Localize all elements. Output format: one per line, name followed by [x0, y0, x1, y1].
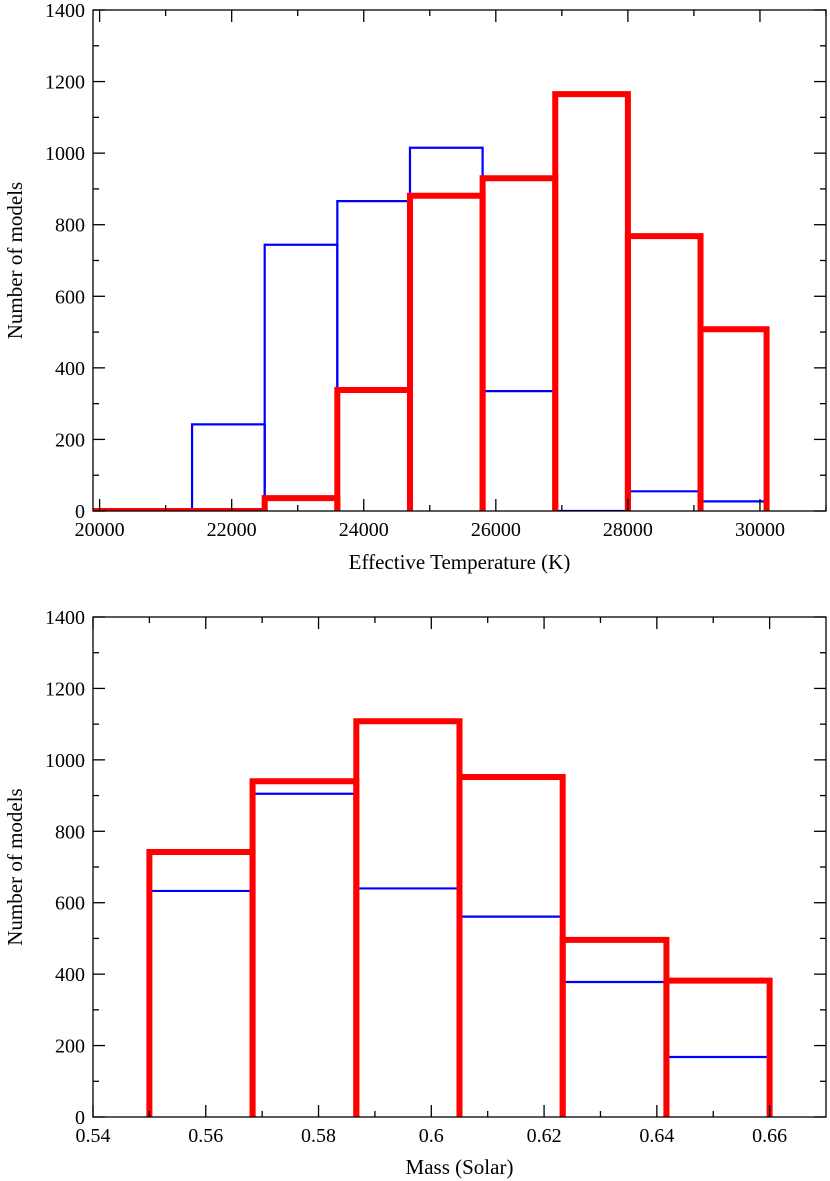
- x-tick-label: 30000: [735, 519, 785, 541]
- histogram-bar-red-4: [479, 175, 559, 511]
- mass-histogram-panel: 0.54 0.56 0.58 0.6 0.62 0.64 0.66 0 200 400 600 800…: [3, 607, 827, 1179]
- histogram-bar-red-7: [697, 326, 770, 511]
- histogram-bar-red-3: [456, 774, 566, 1117]
- histogram-bar-red-1: [249, 778, 360, 1117]
- histogram-bar-red-5: [552, 91, 631, 511]
- x-tick-label: 0.56: [188, 1125, 223, 1147]
- y-tick-label: 0: [75, 1107, 85, 1129]
- x-tick-label: 0.66: [752, 1125, 787, 1147]
- x-tick-label: 20000: [75, 519, 125, 541]
- histogram-bar-blue-7: [626, 490, 702, 511]
- x-tick-label: 0.58: [301, 1125, 336, 1147]
- histogram-bar-red-4: [559, 936, 670, 1117]
- x-tick-label: 0.6: [419, 1125, 444, 1147]
- histogram-bar-red-3: [406, 192, 486, 511]
- histogram-bar-red-2: [334, 387, 413, 511]
- histogram-bar-blue-8: [699, 500, 768, 511]
- y-tick-label: 600: [55, 286, 85, 308]
- y-axis-label: Number of models: [3, 788, 27, 945]
- histogram-bar-blue-1: [190, 423, 266, 511]
- histogram-bar-red-1: [261, 495, 341, 511]
- x-tick-label: 24000: [339, 519, 389, 541]
- x-axis-label: Effective Temperature (K): [349, 550, 571, 574]
- histogram-bar-red-6: [624, 233, 704, 511]
- y-tick-label: 400: [55, 964, 85, 986]
- x-tick-label: 0.62: [527, 1125, 562, 1147]
- y-tick-label: 1000: [45, 143, 85, 165]
- y-tick-label: 800: [55, 821, 85, 843]
- histogram-bar-blue-3: [458, 915, 564, 1117]
- histogram-bar-blue-2: [355, 887, 461, 1117]
- y-tick-label: 200: [55, 429, 85, 451]
- x-tick-label: 26000: [471, 519, 521, 541]
- y-tick-label: 1400: [45, 0, 85, 22]
- y-tick-label: 1200: [45, 72, 85, 94]
- x-tick-label: 28000: [603, 519, 653, 541]
- temperature-histogram-panel: 20000 22000 24000 26000 28000 30000 0 200 400 600…: [3, 0, 827, 574]
- histogram-bar-red-5: [663, 977, 773, 1117]
- y-tick-label: 0: [75, 501, 85, 523]
- y-tick-label: 1000: [45, 750, 85, 772]
- histogram-bar-blue-0: [148, 889, 254, 1117]
- x-tick-label: 22000: [207, 519, 257, 541]
- histogram-bar-blue-5: [665, 1055, 771, 1117]
- y-tick-label: 400: [55, 358, 85, 380]
- y-tick-label: 1400: [45, 607, 85, 629]
- histogram-bar-blue-5: [481, 390, 557, 511]
- y-tick-label: 1200: [45, 678, 85, 700]
- y-axis-label: Number of models: [3, 182, 27, 339]
- y-tick-label: 200: [55, 1036, 85, 1058]
- histogram-bar-blue-3: [336, 199, 412, 511]
- histogram-bar-blue-1: [251, 792, 358, 1117]
- histogram-bar-blue-4: [408, 146, 484, 511]
- histogram-bar-red-2: [353, 718, 463, 1117]
- plot-frame: [92, 9, 827, 512]
- y-tick-label: 600: [55, 893, 85, 915]
- x-axis-label: Mass (Solar): [406, 1155, 514, 1179]
- x-tick-label: 0.54: [76, 1125, 111, 1147]
- histogram-bar-blue-4: [561, 980, 668, 1117]
- x-tick-label: 0.64: [639, 1125, 674, 1147]
- histogram-bar-blue-2: [263, 243, 339, 511]
- y-tick-label: 800: [55, 215, 85, 237]
